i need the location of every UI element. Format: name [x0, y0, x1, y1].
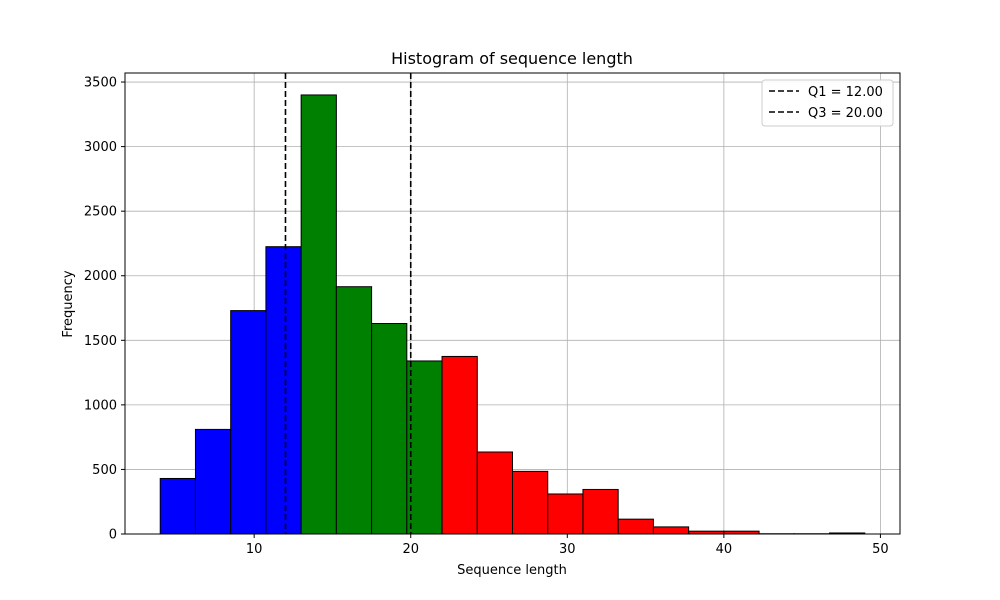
y-tick-label: 0: [109, 528, 117, 543]
x-axis-label: Sequence length: [457, 563, 567, 578]
histogram-bar-13: [582, 488, 619, 535]
histogram-bar-6: [335, 286, 373, 535]
histogram-bar-9: [441, 355, 478, 535]
x-tick-label: 40: [716, 542, 733, 557]
x-tick-label: 10: [246, 542, 263, 557]
plot-frame: [124, 72, 901, 535]
x-tick-label: 20: [402, 542, 419, 557]
histogram-bar-5: [300, 94, 337, 535]
y-tick-label: 3000: [84, 140, 117, 155]
x-tick-label: 50: [872, 542, 889, 557]
histogram-bar-4: [265, 246, 302, 535]
y-axis-ticks: 0 500 1000 1500 2000 2500 3000 3500: [84, 76, 125, 543]
x-tick-label: 30: [559, 542, 576, 557]
legend-q3-label: Q3 = 20.00: [808, 106, 883, 121]
y-tick-label: 3500: [84, 76, 117, 91]
y-tick-label: 1000: [84, 398, 117, 413]
histogram-bar-3: [230, 310, 267, 535]
histogram-bar-2: [194, 428, 232, 535]
histogram-bar-7: [371, 323, 408, 535]
y-tick-label: 2000: [84, 269, 117, 284]
quartile-lines: [284, 73, 412, 534]
histogram-bar-14: [617, 518, 654, 535]
y-axis-label: Frequency: [61, 270, 76, 337]
histogram-bar-1: [159, 477, 196, 535]
histogram-bar-11: [512, 470, 549, 535]
bars: [159, 94, 866, 535]
chart-title: Histogram of sequence length: [391, 49, 633, 68]
x-axis-ticks: 10 20 30 40 50: [246, 534, 889, 557]
y-tick-label: 500: [92, 463, 117, 478]
histogram-bar-12: [547, 493, 584, 535]
legend: Q1 = 12.00 Q3 = 20.00: [761, 79, 894, 127]
legend-q1-label: Q1 = 12.00: [808, 85, 883, 100]
legend-box: [761, 79, 894, 127]
y-tick-label: 2500: [84, 205, 117, 220]
histogram-bar-8: [406, 360, 443, 535]
histogram-bar-15: [652, 526, 690, 535]
y-tick-label: 1500: [84, 334, 117, 349]
histogram-bar-10: [476, 451, 514, 535]
